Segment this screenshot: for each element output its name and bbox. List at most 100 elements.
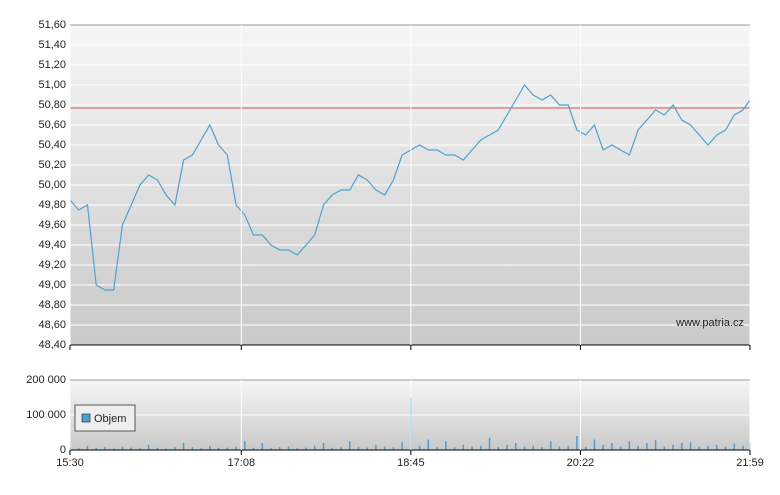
x-tick-label: 18:45 [397,457,425,469]
volume-bar [86,445,89,450]
volume-bar [235,446,237,450]
volume-bar [165,448,167,450]
volume-bar [270,448,272,450]
volume-bar [139,448,141,450]
volume-bar [383,446,386,450]
volume-bar [515,443,517,450]
volume-bar [488,437,491,450]
volume-bar [348,441,351,450]
watermark: www.patria.cz [675,317,744,329]
volume-bar [287,446,290,450]
volume-bar [523,446,526,450]
volume-bar [584,446,587,450]
y-tick-label: 50,20 [38,159,66,171]
volume-bar [681,443,683,450]
volume-bar [707,445,709,450]
y-tick-label: 200 000 [26,374,66,386]
volume-bar [506,444,508,450]
volume-bar [392,447,395,450]
volume-bar [104,446,106,450]
volume-bar [331,447,333,450]
volume-bar [637,445,639,450]
y-tick-label: 51,00 [38,79,66,91]
volume-bar [147,444,150,450]
volume-bar [174,446,176,450]
y-tick-label: 48,80 [38,299,66,311]
volume-bar [628,441,631,450]
volume-bar [733,443,736,450]
volume-bar [619,446,622,450]
y-tick-label: 50,60 [38,119,66,131]
volume-bar [191,447,194,450]
volume-bar [401,442,403,450]
volume-bar [567,445,569,450]
y-tick-label: 51,60 [38,19,66,31]
y-tick-label: 49,60 [38,219,66,231]
volume-bar [322,443,325,450]
legend-swatch [81,413,91,423]
y-tick-label: 49,20 [38,259,66,271]
volume-bar [418,445,421,450]
volume-bar [541,447,543,450]
y-tick-label: 50,80 [38,99,66,111]
volume-bar [445,441,447,450]
volume-bar [366,447,368,450]
volume-bar [497,447,500,450]
volume-bar [121,446,124,450]
volume-bar [95,447,97,450]
x-tick-label: 20:22 [567,457,595,469]
volume-bar [209,445,211,450]
volume-bar [646,443,648,450]
volume-bar [244,441,246,450]
volume-bar [462,444,465,450]
volume-bar [602,444,604,450]
volume-bar [742,445,744,450]
volume-bar [698,446,701,450]
volume-bar [313,445,316,450]
volume-bar [340,447,342,450]
volume-bar [156,447,159,450]
volume-bar [593,439,596,450]
x-tick-label: 17:08 [228,457,256,469]
volume-bar [611,443,613,450]
volume-bar [130,447,132,450]
y-tick-label: 100 000 [26,409,66,421]
y-tick-label: 50,40 [38,139,66,151]
y-tick-label: 48,40 [38,339,66,351]
x-tick-label: 21:59 [736,457,764,469]
volume-bar [558,446,561,450]
volume-bar [427,439,430,450]
y-tick-label: 50,00 [38,179,66,191]
volume-bar [716,444,718,450]
volume-bar [375,444,377,450]
volume-bar [724,446,727,450]
volume-bar [226,447,229,450]
volume-bar [453,447,456,450]
y-tick-label: 51,20 [38,59,66,71]
volume-bar [436,446,438,450]
volume-bar [305,447,307,450]
volume-bar [182,443,185,450]
y-tick-label: 49,00 [38,279,66,291]
volume-bar [217,447,220,450]
volume-bar [200,448,202,450]
volume-bar [296,448,298,450]
legend-label: Objem [94,413,126,425]
y-tick-label: 49,40 [38,239,66,251]
y-tick-label: 48,60 [38,319,66,331]
volume-bar [672,444,674,450]
x-tick-label: 15:30 [56,457,84,469]
volume-bar [279,447,281,450]
volume-bar [480,445,482,450]
volume-bar [532,445,534,450]
volume-bar [261,443,264,450]
y-tick-label: 51,40 [38,39,66,51]
volume-bar [654,440,657,450]
volume-bar [471,446,473,450]
volume-bar [112,448,115,450]
volume-bar [357,446,360,450]
y-tick-label: 0 [60,444,66,456]
y-tick-label: 49,80 [38,199,66,211]
volume-bar [689,442,692,450]
